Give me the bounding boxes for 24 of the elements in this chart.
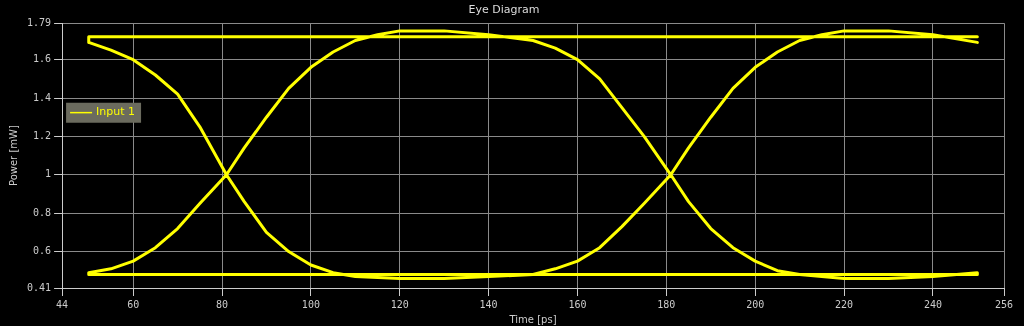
x-tick-label: 200: [746, 298, 765, 310]
y-tick-label: 0.8: [33, 206, 52, 218]
x-tick-label: 44: [56, 298, 69, 310]
y-tick-label: 0.6: [33, 245, 52, 257]
x-tick-label: 220: [835, 298, 854, 310]
x-tick-label: 80: [216, 298, 229, 310]
y-tick-label: 1.6: [33, 53, 52, 65]
y-tick-label: 1.4: [33, 91, 52, 103]
legend-label: Input 1: [96, 105, 136, 119]
y-axis-title: Power [mW]: [7, 125, 19, 187]
x-tick-label: 240: [923, 298, 942, 310]
y-tick-label: 0.41: [26, 281, 52, 293]
y-tick-label: 1.79: [26, 16, 52, 28]
chart-title: Eye Diagram: [468, 3, 540, 17]
x-tick-label: 256: [994, 298, 1014, 310]
x-tick-label: 180: [657, 298, 676, 310]
x-tick-label: 100: [301, 298, 320, 310]
y-tick-label: 1.2: [33, 130, 52, 142]
x-tick-label: 140: [479, 298, 498, 310]
y-tick-label: 1: [45, 168, 52, 180]
x-tick-label: 60: [127, 298, 140, 310]
x-tick-label: 160: [568, 298, 587, 310]
x-tick-label: 120: [390, 298, 409, 310]
x-axis-title: Time [ps]: [508, 313, 557, 325]
